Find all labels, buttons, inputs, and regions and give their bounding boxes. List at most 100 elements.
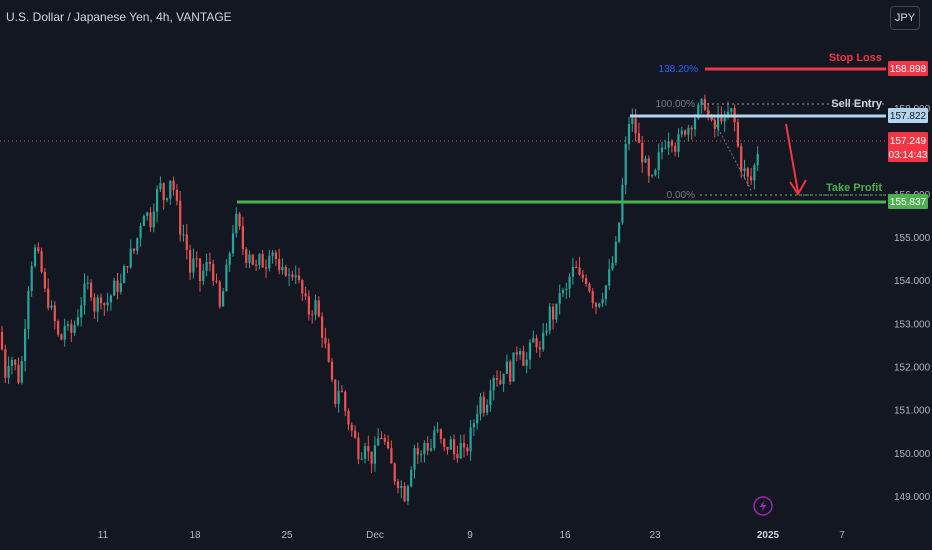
candle-body	[222, 291, 225, 307]
candle-body	[235, 213, 238, 234]
candle-body	[238, 213, 241, 227]
candle-body	[400, 485, 403, 489]
candle-body	[90, 282, 93, 298]
price-tick-label: 155.000	[894, 233, 931, 244]
symbol-title: U.S. Dollar / Japanese Yen, 4h, VANTAGE	[6, 10, 232, 24]
candle-body	[670, 141, 673, 146]
candle-body	[664, 147, 667, 149]
candle-body	[723, 117, 726, 122]
candle-body	[324, 337, 327, 344]
candle-body	[132, 248, 136, 251]
candle-body	[57, 321, 60, 335]
candle-body	[581, 274, 584, 279]
candle-body	[106, 302, 109, 306]
candle-body	[750, 176, 753, 181]
candle-body	[208, 262, 211, 264]
candle-body	[525, 359, 528, 366]
candle-body	[380, 437, 383, 439]
candle-body	[466, 447, 469, 452]
price-tick-label: 153.000	[894, 319, 931, 330]
candle-body	[690, 127, 693, 130]
candle-body	[169, 180, 172, 199]
fib-100-label: 100.00%	[656, 99, 696, 110]
candle-body	[594, 303, 598, 307]
down-arrow-icon	[785, 123, 807, 196]
candle-body	[578, 267, 581, 275]
time-tick-label: 2025	[757, 530, 780, 541]
candle-body	[20, 361, 23, 383]
candle-body	[241, 226, 244, 249]
take-profit-label: Take Profit	[826, 182, 882, 194]
time-axis[interactable]: 11 18 25 Dec 9 16 23 2025 7	[98, 530, 845, 541]
candle-body	[687, 127, 690, 135]
candle-body	[70, 324, 73, 333]
candle-body	[571, 267, 574, 277]
stop-loss-label: Stop Loss	[829, 52, 882, 64]
time-tick-label: 11	[98, 530, 109, 541]
candle-body	[129, 248, 132, 268]
candle-body	[684, 130, 687, 135]
candle-body	[311, 314, 314, 316]
candle-body	[439, 429, 442, 439]
candle-body	[443, 438, 446, 447]
candle-body	[657, 152, 660, 170]
candle-body	[429, 448, 433, 451]
candle-body	[327, 343, 330, 362]
candle-body	[568, 276, 571, 289]
candle-body	[720, 114, 723, 122]
candle-body	[608, 269, 611, 286]
currency-button[interactable]: JPY	[890, 6, 920, 30]
candle-body	[149, 212, 152, 228]
candle-body	[172, 180, 175, 190]
candle-body	[693, 118, 697, 130]
candle-body	[271, 252, 274, 256]
candle-body	[561, 290, 565, 294]
candle-body	[14, 359, 17, 365]
candle-body	[598, 303, 601, 307]
candle-body	[472, 423, 475, 428]
candle-body	[304, 293, 307, 297]
candle-body	[195, 258, 198, 260]
candle-body	[565, 288, 568, 291]
candle-body	[321, 316, 324, 338]
candle-body	[519, 351, 522, 355]
candle-body	[390, 448, 393, 464]
candle-body	[611, 262, 614, 270]
candle-body	[680, 130, 683, 135]
price-tick-label: 150.000	[894, 449, 931, 460]
candle-body	[330, 361, 334, 380]
candle-body	[545, 330, 548, 333]
candle-body	[647, 158, 650, 176]
candle-body	[492, 377, 495, 391]
candle-body	[159, 183, 162, 190]
candle-body	[627, 124, 631, 145]
candle-body	[212, 263, 215, 281]
candle-body	[136, 238, 139, 251]
candle-body	[175, 189, 178, 201]
candle-body	[301, 280, 304, 294]
candle-body	[17, 364, 20, 383]
candle-body	[644, 158, 647, 163]
candle-body	[76, 317, 79, 326]
candle-body	[337, 390, 340, 404]
candle-body	[33, 247, 37, 267]
candle-body	[86, 282, 89, 284]
candle-body	[123, 266, 126, 283]
candle-body	[146, 212, 149, 217]
price-tick-label: 152.000	[894, 363, 931, 374]
candle-body	[231, 233, 235, 254]
candle-body	[103, 303, 106, 306]
candle-body	[314, 300, 317, 315]
time-tick-label: Dec	[366, 530, 384, 541]
price-axis[interactable]: 149.000 150.000 151.000 152.000 153.000 154.0…	[894, 233, 931, 503]
candle-body	[350, 424, 353, 431]
take-profit-price: 155.837	[890, 197, 927, 208]
candle-body	[479, 396, 482, 414]
lightning-icon[interactable]	[753, 496, 773, 516]
candle-body	[489, 390, 492, 405]
candle-body	[585, 278, 588, 285]
candle-body	[27, 290, 30, 330]
candle-body	[631, 118, 634, 125]
